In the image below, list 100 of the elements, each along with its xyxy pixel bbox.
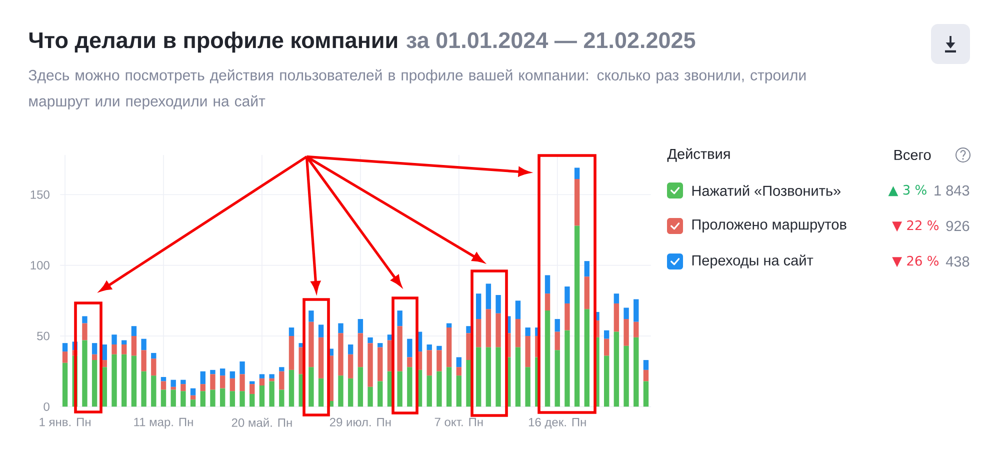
bar (378, 347, 383, 382)
bar (112, 354, 117, 407)
bar (496, 313, 501, 348)
bar (584, 276, 590, 310)
bar (634, 299, 639, 322)
bar (446, 367, 452, 407)
bar (554, 319, 560, 332)
bar (397, 310, 402, 326)
bar (456, 376, 462, 407)
text: ▼ 26 % (892, 256, 938, 268)
bar (544, 310, 550, 407)
bar (230, 391, 236, 407)
chart-title: Что делали в профиле компании (29, 32, 398, 53)
bar (554, 332, 560, 350)
bar (190, 400, 196, 407)
bar (496, 294, 501, 314)
bar (318, 337, 324, 378)
bar (250, 381, 255, 384)
y-tick-label: 150 (30, 190, 50, 199)
bar (200, 371, 206, 384)
bar (240, 361, 245, 374)
bar (397, 371, 402, 407)
bar (604, 338, 610, 356)
bar (200, 384, 206, 392)
bar (190, 388, 196, 396)
bar (160, 390, 166, 407)
bar (436, 371, 442, 407)
bar (358, 319, 364, 334)
x-tick-label: 1 янв. Пн (40, 418, 90, 426)
bar (82, 316, 88, 324)
bar (170, 386, 176, 390)
bar (141, 350, 146, 372)
bar (112, 344, 117, 354)
bar (338, 376, 344, 407)
bar (358, 333, 364, 368)
bar (407, 367, 412, 407)
text: Всего (894, 150, 931, 160)
bar (574, 226, 580, 407)
bar (446, 328, 452, 368)
bar (92, 360, 98, 407)
bar (151, 352, 156, 359)
bar (476, 294, 482, 320)
bar (426, 344, 432, 350)
bar (230, 378, 236, 392)
bar (348, 354, 354, 378)
bar (318, 324, 324, 338)
bar (397, 326, 402, 372)
bar (279, 367, 284, 372)
bar (279, 371, 284, 390)
bar (82, 340, 88, 407)
chart-subtitle: Здесь можно посмотреть действия пользователей в профиле вашей компании: сколько раз звонили, строили маршрут или переходили на сайт (28, 69, 806, 110)
bar (456, 367, 462, 376)
bar (112, 334, 117, 344)
bar (624, 308, 629, 320)
bar (210, 374, 216, 390)
bar (564, 303, 570, 330)
bar (122, 354, 127, 407)
bar (131, 326, 137, 336)
y-tick-label: 100 (30, 261, 50, 270)
bar (584, 309, 590, 407)
bar (456, 357, 462, 368)
legend-label: Переходы на сайт (692, 254, 814, 268)
bar (604, 356, 610, 407)
x-tick-label: 29 июл. Пн (330, 418, 391, 426)
bar (269, 381, 274, 407)
bar (240, 374, 245, 392)
bar (318, 378, 324, 407)
bar (368, 343, 373, 387)
bar (634, 322, 639, 338)
bar (407, 357, 412, 368)
bar (62, 362, 68, 407)
bar (614, 294, 620, 304)
bar (525, 336, 530, 368)
bar (486, 284, 492, 310)
bar (170, 380, 176, 387)
bar (554, 350, 560, 407)
bar (378, 343, 383, 348)
bar (368, 386, 373, 407)
bar (141, 338, 146, 350)
bar (151, 358, 156, 376)
bar (288, 336, 294, 370)
bar (180, 391, 186, 407)
bar (614, 332, 620, 407)
text: 438 (946, 256, 970, 267)
text: 1 843 (934, 185, 970, 196)
bar (643, 360, 649, 370)
bar (160, 377, 166, 382)
bar (436, 346, 442, 350)
bar (378, 381, 383, 407)
legend-label: Проложено маршрутов (692, 220, 846, 232)
legend-label: Нажатий «Позвонить» (692, 185, 840, 196)
bar (250, 394, 255, 407)
bar (190, 395, 196, 400)
bar (496, 347, 501, 407)
bar (92, 354, 98, 360)
bar (210, 370, 216, 374)
bar (515, 319, 521, 348)
bar (160, 381, 166, 390)
bar (82, 323, 88, 340)
bar (122, 344, 127, 354)
